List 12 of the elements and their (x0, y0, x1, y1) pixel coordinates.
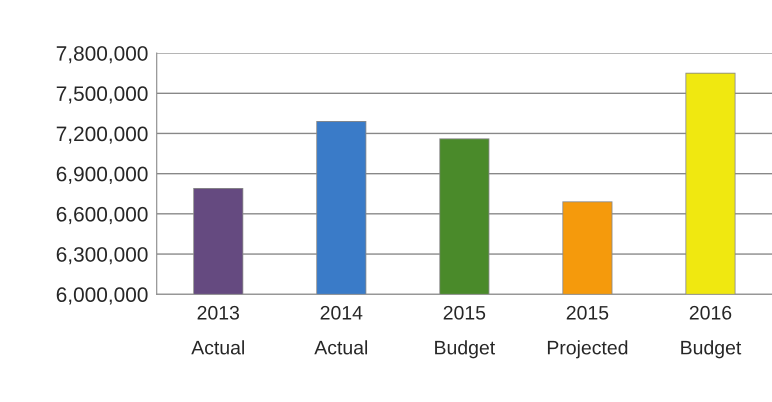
x-tick-label: 2015 Projected (548, 306, 628, 358)
x-tick-label: 2016 Budget (681, 306, 742, 358)
y-tick-label: 6,600,000 (56, 206, 148, 224)
x-tick-label: 2014 Actual (314, 306, 368, 354)
y-tick-label: 7,500,000 (56, 86, 148, 104)
y-tick-label: 6,300,000 (56, 247, 148, 264)
y-tick-label: 7,200,000 (56, 126, 148, 144)
y-tick-label: 7,800,000 (56, 46, 148, 64)
y-tick-label: 6,000,000 (56, 287, 148, 304)
y-tick-label: 6,900,000 (56, 166, 148, 184)
x-tick-label: 2013 Actual (191, 306, 244, 354)
x-tick-label: 2015 Budget (435, 306, 496, 358)
